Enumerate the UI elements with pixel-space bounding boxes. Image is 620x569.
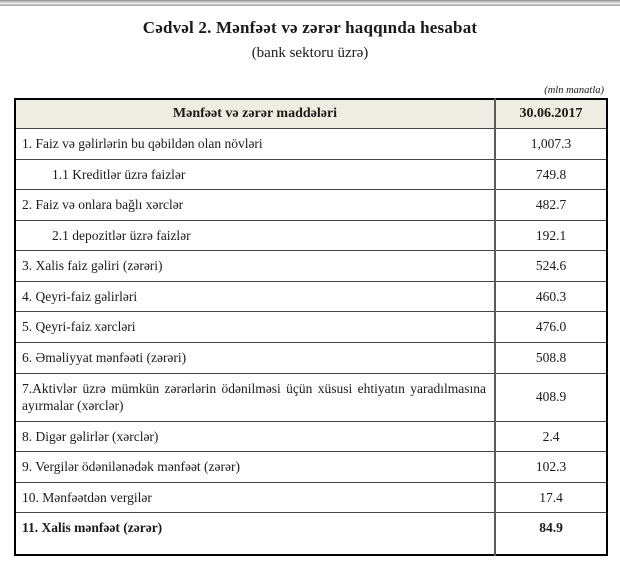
table-row: 10. Mənfəətdən vergilər 17.4 xyxy=(14,481,608,514)
row-value: 476.0 xyxy=(494,311,608,344)
table-row: 8. Digər gəlirlər (xərclər) 2.4 xyxy=(14,420,608,453)
table-row: 1. Faiz və gəlirlərin bu qəbildən olan n… xyxy=(14,128,608,160)
row-label: 4. Qeyri-faiz gəlirləri xyxy=(14,280,496,313)
page: Cədvəl 2. Mənfəət və zərər haqqında hesa… xyxy=(0,0,620,556)
table-row: 1.1 Kreditlər üzrə faizlər 749.8 xyxy=(14,158,608,191)
column-header-items: Mənfəət və zərər maddələri xyxy=(14,98,496,130)
row-value: 2.4 xyxy=(494,420,608,453)
table-row: 3. Xalis faiz gəliri (zərəri) 524.6 xyxy=(14,250,608,282)
row-value: 17.4 xyxy=(494,481,608,514)
row-label: 3. Xalis faiz gəliri (zərəri) xyxy=(14,250,496,282)
table-row: 6. Əməliyyat mənfəəti (zərəri) 508.8 xyxy=(14,342,608,374)
row-label: 9. Vergilər ödənilənədək mənfəət (zərər) xyxy=(14,451,496,483)
table-row: 9. Vergilər ödənilənədək mənfəət (zərər)… xyxy=(14,451,608,483)
row-label: 11. Xalis mənfəət (zərər) xyxy=(14,512,496,556)
row-value: 749.8 xyxy=(494,158,608,191)
row-label: 1. Faiz və gəlirlərin bu qəbildən olan n… xyxy=(14,128,496,160)
table-row: 2.1 depozitlər üzrə faizlər 192.1 xyxy=(14,219,608,252)
row-label: 1.1 Kreditlər üzrə faizlər xyxy=(14,158,496,191)
table-row: 11. Xalis mənfəət (zərər) 84.9 xyxy=(14,512,608,556)
page-subtitle: (bank sektoru üzrə) xyxy=(251,45,369,61)
row-value: 524.6 xyxy=(494,250,608,282)
row-label: 8. Digər gəlirlər (xərclər) xyxy=(14,420,496,453)
row-value: 84.9 xyxy=(494,512,608,556)
row-value: 508.8 xyxy=(494,342,608,374)
row-label: 7.Aktivlər üzrə mümkün zərərlərin ödənil… xyxy=(14,372,496,422)
page-title: Cədvəl 2. Mənfəət və zərər haqqında hesa… xyxy=(142,18,478,37)
top-divider-rule xyxy=(0,0,620,6)
row-value: 1,007.3 xyxy=(494,128,608,160)
table-row: 4. Qeyri-faiz gəlirləri 460.3 xyxy=(14,280,608,313)
profit-loss-table: Mənfəət və zərər maddələri 30.06.2017 1.… xyxy=(14,98,608,556)
row-value: 408.9 xyxy=(494,372,608,422)
row-label: 5. Qeyri-faiz xərcləri xyxy=(14,311,496,344)
row-value: 102.3 xyxy=(494,451,608,483)
row-value: 192.1 xyxy=(494,219,608,252)
row-value: 460.3 xyxy=(494,280,608,313)
column-header-date: 30.06.2017 xyxy=(494,98,608,130)
unit-note: (mln manatla) xyxy=(544,85,604,96)
table-row: 7.Aktivlər üzrə mümkün zərərlərin ödənil… xyxy=(14,372,608,422)
table-row: 2. Faiz və onlara bağlı xərclər 482.7 xyxy=(14,189,608,221)
row-label: 6. Əməliyyat mənfəəti (zərəri) xyxy=(14,342,496,374)
row-value: 482.7 xyxy=(494,189,608,221)
row-label: 2. Faiz və onlara bağlı xərclər xyxy=(14,189,496,221)
row-label: 2.1 depozitlər üzrə faizlər xyxy=(14,219,496,252)
table-row: 5. Qeyri-faiz xərcləri 476.0 xyxy=(14,311,608,344)
row-label: 10. Mənfəətdən vergilər xyxy=(14,481,496,514)
table-header-row: Mənfəət və zərər maddələri 30.06.2017 xyxy=(14,98,608,130)
